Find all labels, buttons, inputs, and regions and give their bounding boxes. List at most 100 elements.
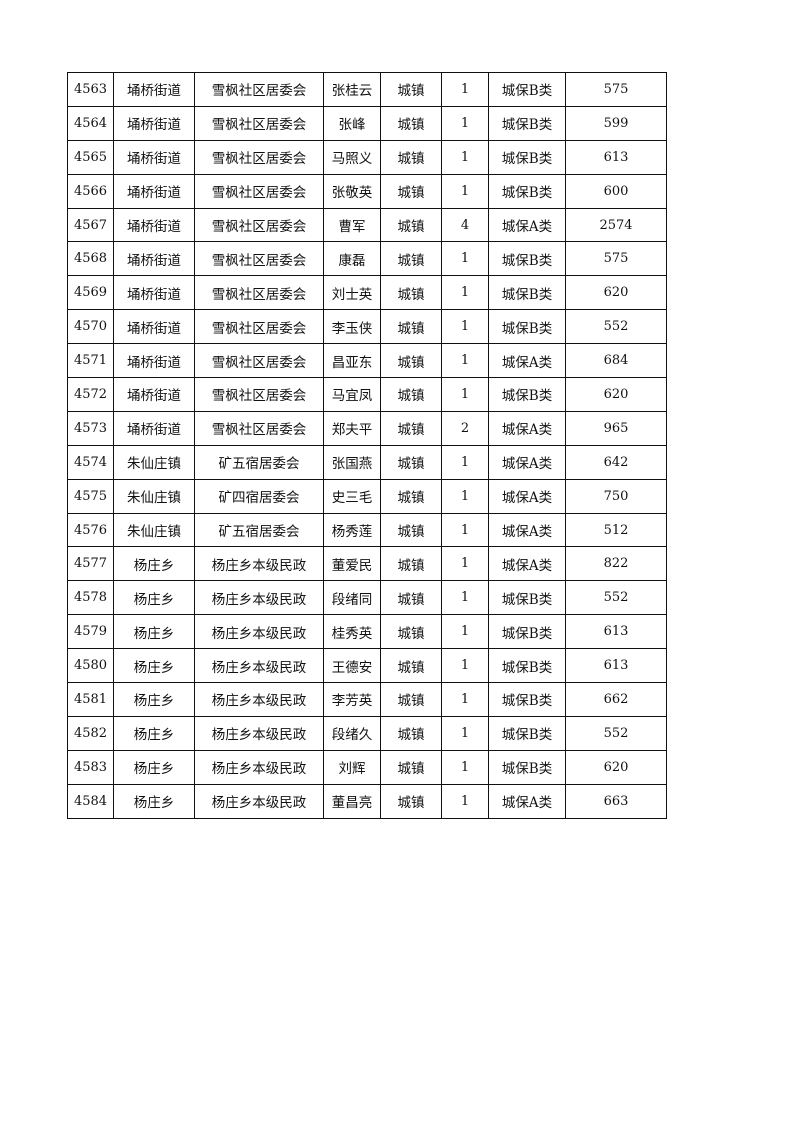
street-cell: 杨庄乡 xyxy=(113,614,195,650)
person-name-cell: 李芳英 xyxy=(323,682,381,717)
household-count-cell: 1 xyxy=(441,580,489,616)
street-cell: 朱仙庄镇 xyxy=(113,478,195,514)
area-type-cell: 城镇 xyxy=(380,478,442,514)
committee-cell: 矿四宿居委会 xyxy=(194,478,324,514)
category-cell: 城保B类 xyxy=(488,715,566,751)
household-count-cell: 1 xyxy=(441,512,489,548)
person-name-cell: 马照义 xyxy=(323,139,381,175)
committee-cell: 杨庄乡本级民政 xyxy=(194,546,324,582)
row-id-cell: 4565 xyxy=(67,139,114,175)
amount-cell: 620 xyxy=(565,377,667,412)
category-cell: 城保A类 xyxy=(488,546,566,582)
category-cell: 城保B类 xyxy=(488,139,566,175)
household-count-cell: 1 xyxy=(441,682,489,717)
household-count-cell: 1 xyxy=(441,72,489,107)
table-row: 4578 杨庄乡 杨庄乡本级民政 段绪同 城镇 1 城保B类 552 xyxy=(67,580,667,616)
household-count-cell: 1 xyxy=(441,783,489,819)
amount-cell: 600 xyxy=(565,173,667,209)
amount-cell: 613 xyxy=(565,614,667,650)
category-cell: 城保A类 xyxy=(488,207,566,243)
area-type-cell: 城镇 xyxy=(380,72,442,107)
area-type-cell: 城镇 xyxy=(380,783,442,819)
amount-cell: 965 xyxy=(565,410,667,446)
person-name-cell: 张桂云 xyxy=(323,72,381,107)
person-name-cell: 董昌亮 xyxy=(323,783,381,819)
row-id-cell: 4576 xyxy=(67,512,114,548)
row-id-cell: 4564 xyxy=(67,105,114,141)
records-table: 4563 埇桥街道 雪枫社区居委会 张桂云 城镇 1 城保B类 575 4564 埇桥街道 雪枫社区… xyxy=(67,72,667,819)
household-count-cell: 1 xyxy=(441,173,489,209)
category-cell: 城保B类 xyxy=(488,682,566,717)
amount-cell: 552 xyxy=(565,580,667,616)
table-row: 4563 埇桥街道 雪枫社区居委会 张桂云 城镇 1 城保B类 575 xyxy=(67,72,667,107)
person-name-cell: 曹军 xyxy=(323,207,381,243)
person-name-cell: 昌亚东 xyxy=(323,343,381,379)
committee-cell: 雪枫社区居委会 xyxy=(194,207,324,243)
area-type-cell: 城镇 xyxy=(380,512,442,548)
household-count-cell: 1 xyxy=(441,715,489,751)
committee-cell: 雪枫社区居委会 xyxy=(194,241,324,277)
amount-cell: 613 xyxy=(565,139,667,175)
household-count-cell: 1 xyxy=(441,241,489,277)
person-name-cell: 康磊 xyxy=(323,241,381,277)
household-count-cell: 1 xyxy=(441,648,489,684)
amount-cell: 599 xyxy=(565,105,667,141)
row-id-cell: 4574 xyxy=(67,444,114,480)
committee-cell: 雪枫社区居委会 xyxy=(194,377,324,412)
amount-cell: 620 xyxy=(565,749,667,785)
area-type-cell: 城镇 xyxy=(380,377,442,412)
table-row: 4565 埇桥街道 雪枫社区居委会 马照义 城镇 1 城保B类 613 xyxy=(67,139,667,175)
committee-cell: 雪枫社区居委会 xyxy=(194,139,324,175)
amount-cell: 575 xyxy=(565,241,667,277)
committee-cell: 杨庄乡本级民政 xyxy=(194,749,324,785)
area-type-cell: 城镇 xyxy=(380,241,442,277)
category-cell: 城保B类 xyxy=(488,241,566,277)
area-type-cell: 城镇 xyxy=(380,614,442,650)
table-row: 4566 埇桥街道 雪枫社区居委会 张敬英 城镇 1 城保B类 600 xyxy=(67,173,667,209)
category-cell: 城保B类 xyxy=(488,275,566,311)
table-row: 4584 杨庄乡 杨庄乡本级民政 董昌亮 城镇 1 城保A类 663 xyxy=(67,783,667,819)
household-count-cell: 1 xyxy=(441,444,489,480)
amount-cell: 552 xyxy=(565,715,667,751)
committee-cell: 雪枫社区居委会 xyxy=(194,410,324,446)
street-cell: 杨庄乡 xyxy=(113,648,195,684)
category-cell: 城保B类 xyxy=(488,580,566,616)
street-cell: 杨庄乡 xyxy=(113,682,195,717)
category-cell: 城保A类 xyxy=(488,478,566,514)
table-row: 4571 埇桥街道 雪枫社区居委会 昌亚东 城镇 1 城保A类 684 xyxy=(67,343,667,379)
person-name-cell: 李玉侠 xyxy=(323,309,381,345)
row-id-cell: 4563 xyxy=(67,72,114,107)
committee-cell: 杨庄乡本级民政 xyxy=(194,648,324,684)
row-id-cell: 4580 xyxy=(67,648,114,684)
table-row: 4568 埇桥街道 雪枫社区居委会 康磊 城镇 1 城保B类 575 xyxy=(67,241,667,277)
committee-cell: 雪枫社区居委会 xyxy=(194,105,324,141)
household-count-cell: 1 xyxy=(441,614,489,650)
amount-cell: 512 xyxy=(565,512,667,548)
household-count-cell: 4 xyxy=(441,207,489,243)
table-row: 4583 杨庄乡 杨庄乡本级民政 刘辉 城镇 1 城保B类 620 xyxy=(67,749,667,785)
area-type-cell: 城镇 xyxy=(380,309,442,345)
household-count-cell: 1 xyxy=(441,377,489,412)
row-id-cell: 4581 xyxy=(67,682,114,717)
category-cell: 城保B类 xyxy=(488,377,566,412)
area-type-cell: 城镇 xyxy=(380,749,442,785)
committee-cell: 杨庄乡本级民政 xyxy=(194,682,324,717)
street-cell: 埇桥街道 xyxy=(113,343,195,379)
household-count-cell: 1 xyxy=(441,275,489,311)
street-cell: 埇桥街道 xyxy=(113,139,195,175)
table-row: 4577 杨庄乡 杨庄乡本级民政 董爱民 城镇 1 城保A类 822 xyxy=(67,546,667,582)
household-count-cell: 1 xyxy=(441,139,489,175)
row-id-cell: 4573 xyxy=(67,410,114,446)
table-row: 4574 朱仙庄镇 矿五宿居委会 张国燕 城镇 1 城保A类 642 xyxy=(67,444,667,480)
committee-cell: 雪枫社区居委会 xyxy=(194,173,324,209)
committee-cell: 矿五宿居委会 xyxy=(194,444,324,480)
household-count-cell: 1 xyxy=(441,749,489,785)
person-name-cell: 张敬英 xyxy=(323,173,381,209)
amount-cell: 663 xyxy=(565,783,667,819)
amount-cell: 2574 xyxy=(565,207,667,243)
household-count-cell: 2 xyxy=(441,410,489,446)
table-row: 4569 埇桥街道 雪枫社区居委会 刘士英 城镇 1 城保B类 620 xyxy=(67,275,667,311)
committee-cell: 杨庄乡本级民政 xyxy=(194,580,324,616)
table-row: 4573 埇桥街道 雪枫社区居委会 郑夫平 城镇 2 城保A类 965 xyxy=(67,410,667,446)
person-name-cell: 马宜凤 xyxy=(323,377,381,412)
